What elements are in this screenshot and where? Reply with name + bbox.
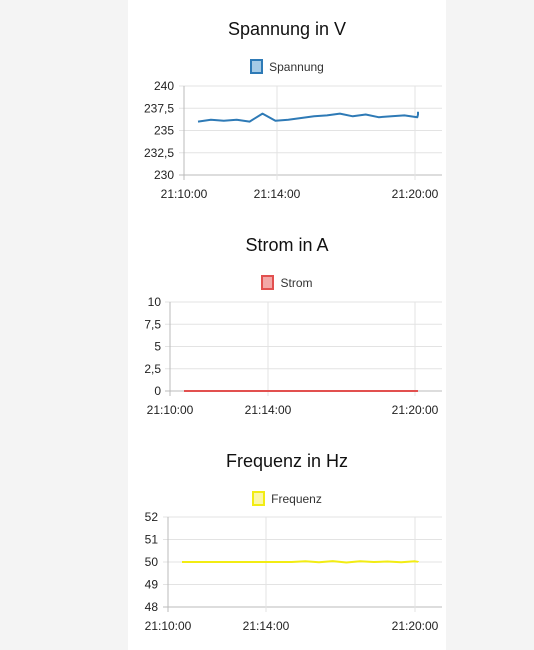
- series-line: [182, 560, 419, 564]
- y-tick-label: 50: [145, 555, 159, 569]
- strom-chart: Strom in A Strom 0 2,5 5 7,5 10 21:10:00 21:14…: [128, 0, 446, 430]
- legend-label: Frequenz: [271, 491, 322, 506]
- y-tick-label: 0: [154, 384, 161, 398]
- y-tick-label: 230: [154, 168, 174, 182]
- chart-plot-area: 48 49 50 51 52 21:10:00 21:14:00 21:20:00: [145, 510, 442, 633]
- y-tick-label: 49: [145, 578, 159, 592]
- chart-plot-area: 230 232,5 235 237,5 240 21:10:00 21:14:00 21:20…: [144, 79, 442, 201]
- legend-swatch: [252, 491, 266, 506]
- y-tick-label: 51: [145, 533, 159, 547]
- spannung-chart: Spannung in V Spannung 230 232,5 235 237,5 2…: [128, 0, 446, 215]
- y-tick-label: 10: [148, 295, 162, 309]
- legend-label: Spannung: [269, 59, 324, 74]
- chart-title: Strom in A: [245, 235, 329, 255]
- y-tick-label: 2,5: [144, 362, 161, 376]
- chart-legend[interactable]: Spannung: [128, 59, 446, 74]
- x-tick-label: 21:20:00: [392, 619, 439, 633]
- legend-label: Strom: [280, 275, 313, 290]
- chart-plot-area: 0 2,5 5 7,5 10 21:10:00 21:14:00 21:20:00: [144, 295, 442, 417]
- y-tick-label: 237,5: [144, 101, 174, 115]
- legend-swatch: [261, 275, 275, 290]
- chart-title: Spannung in V: [227, 19, 347, 39]
- x-tick-label: 21:14:00: [243, 619, 290, 633]
- y-tick-label: 52: [145, 510, 159, 524]
- dashboard-panel: Spannung in V Spannung 230 232,5 235 237,5 2…: [128, 0, 446, 650]
- x-tick-label: 21:10:00: [161, 187, 208, 201]
- y-tick-label: 7,5: [144, 317, 161, 331]
- y-tick-label: 240: [154, 79, 174, 93]
- y-tick-label: 232,5: [144, 146, 174, 160]
- series-line: [197, 111, 419, 123]
- y-tick-label: 48: [145, 600, 159, 614]
- legend-swatch: [250, 59, 264, 74]
- chart-title: Frequenz in Hz: [225, 451, 349, 471]
- x-tick-label: 21:14:00: [245, 403, 292, 417]
- y-tick-label: 5: [154, 340, 161, 354]
- x-tick-label: 21:10:00: [145, 619, 192, 633]
- y-tick-label: 235: [154, 124, 174, 138]
- chart-legend[interactable]: Strom: [128, 275, 446, 290]
- x-tick-label: 21:14:00: [254, 187, 301, 201]
- x-tick-label: 21:20:00: [392, 403, 439, 417]
- x-tick-label: 21:20:00: [392, 187, 439, 201]
- chart-legend[interactable]: Frequenz: [128, 491, 446, 506]
- x-tick-label: 21:10:00: [147, 403, 194, 417]
- frequenz-chart: Frequenz in Hz Frequenz 48 49 50 51 52 21:10:…: [128, 0, 446, 650]
